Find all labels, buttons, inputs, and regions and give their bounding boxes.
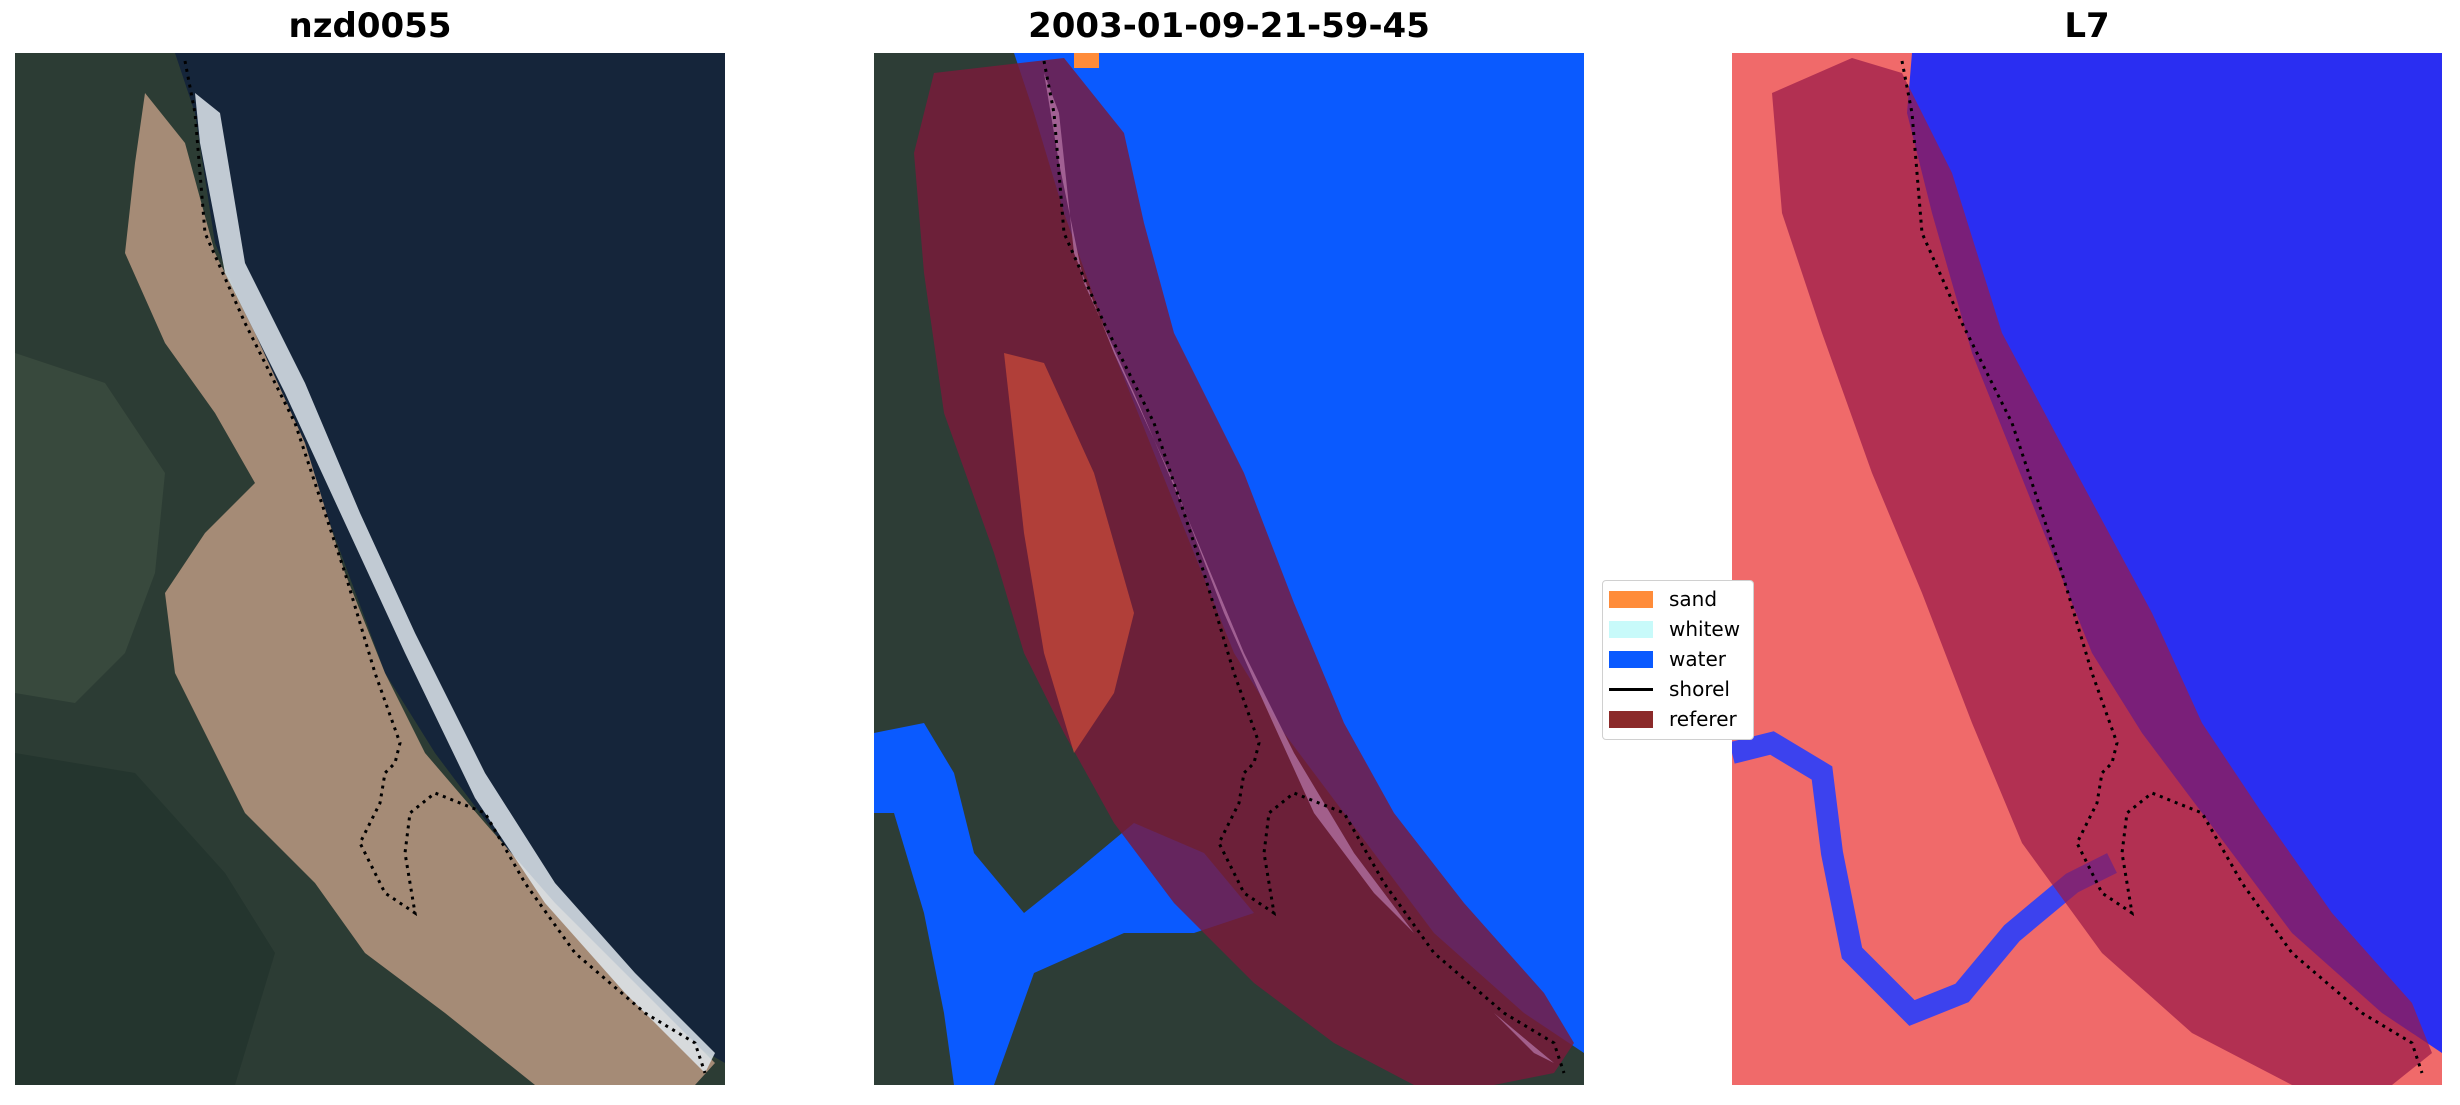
legend: sand whitew water shorel referer <box>1602 580 1754 740</box>
rgb-image-panel <box>15 53 725 1085</box>
legend-item-sand: sand <box>1609 585 1717 613</box>
legend-label-sand: sand <box>1669 587 1718 611</box>
legend-label-water: water <box>1669 647 1726 671</box>
legend-swatch-whitewater <box>1609 620 1653 638</box>
river-index <box>1732 731 2117 1026</box>
panel-title-right: L7 <box>2064 6 2110 46</box>
legend-swatch-sand <box>1609 590 1653 608</box>
legend-item-water: water <box>1609 645 1726 673</box>
legend-line-shoreline <box>1609 687 1653 691</box>
shoreline-trace <box>1900 60 2424 1074</box>
water-index <box>1907 53 2442 1053</box>
legend-item-shoreline: shorel <box>1609 675 1730 703</box>
legend-label-shoreline: shorel <box>1669 677 1730 701</box>
reference-buffer <box>914 58 1574 1085</box>
sand-class <box>1004 353 1134 753</box>
index-map-panel <box>1732 53 2442 1085</box>
classification-panel <box>874 53 1584 1085</box>
vegetation-patch <box>15 353 165 703</box>
panel-title-left: nzd0055 <box>288 6 452 46</box>
legend-item-reference: referer <box>1609 705 1737 733</box>
legend-item-whitewater: whitew <box>1609 615 1740 643</box>
legend-label-reference: referer <box>1669 707 1737 731</box>
sand-class <box>1074 53 1099 68</box>
vegetation-patch <box>15 753 275 1085</box>
legend-swatch-water <box>1609 650 1653 668</box>
sand-beach <box>125 93 715 1085</box>
shoreline-trace <box>183 60 707 1074</box>
shoreline-trace <box>1042 60 1566 1074</box>
panel-title-middle: 2003-01-09-21-59-45 <box>1028 6 1430 46</box>
water-class-river <box>874 723 1254 1085</box>
legend-label-whitewater: whitew <box>1669 617 1741 641</box>
reference-buffer <box>1772 58 2432 1085</box>
legend-swatch-reference <box>1609 710 1653 728</box>
